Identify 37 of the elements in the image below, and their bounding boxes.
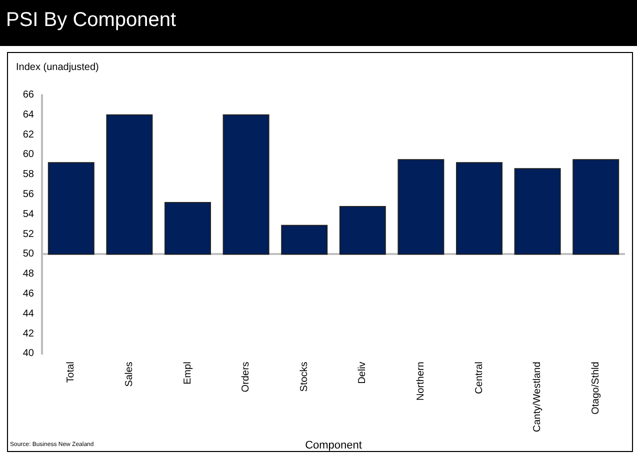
bar [339,206,386,255]
y-tick-label: 52 [22,228,34,240]
bar [398,159,444,255]
y-tick-label: 46 [22,288,34,300]
bar [572,159,620,255]
x-tick-label: Stocks [298,362,310,392]
y-tick-label: 44 [22,308,34,320]
x-tick-label: Deliv [357,362,368,384]
y-tick-label: 64 [22,109,34,120]
x-tick-label: Northern [415,362,426,401]
y-axis-title: Index (unadjusted) [16,62,99,73]
x-tick-label: Orders [240,362,252,392]
y-tick-label: 56 [22,189,34,200]
bar [106,114,153,255]
x-tick-label: Sales [124,362,135,387]
bar [222,114,270,255]
x-tick-label: Otago/Sthld [590,362,602,415]
x-tick-label: Canty/Westland [532,362,544,432]
y-tick-label: 66 [22,90,34,100]
x-tick-label: Empl [182,362,194,384]
bar [164,202,211,255]
y-tick-label: 60 [22,149,34,160]
bar [48,162,94,255]
y-tick-label: 62 [22,129,34,140]
x-axis-title: Component [305,440,362,452]
y-tick-label: 58 [22,169,34,180]
y-tick-label: 50 [22,248,34,260]
bar [281,224,328,255]
y-tick-label: 54 [22,208,34,220]
y-tick-label: 40 [22,348,34,360]
x-tick-label: Total [66,362,77,383]
bar [514,168,561,255]
bar [456,162,502,255]
y-tick-label: 42 [22,328,34,340]
y-tick-label: 48 [22,268,34,280]
chart-title: PSI By Component [0,0,637,46]
x-tick-label: Central [474,362,485,394]
